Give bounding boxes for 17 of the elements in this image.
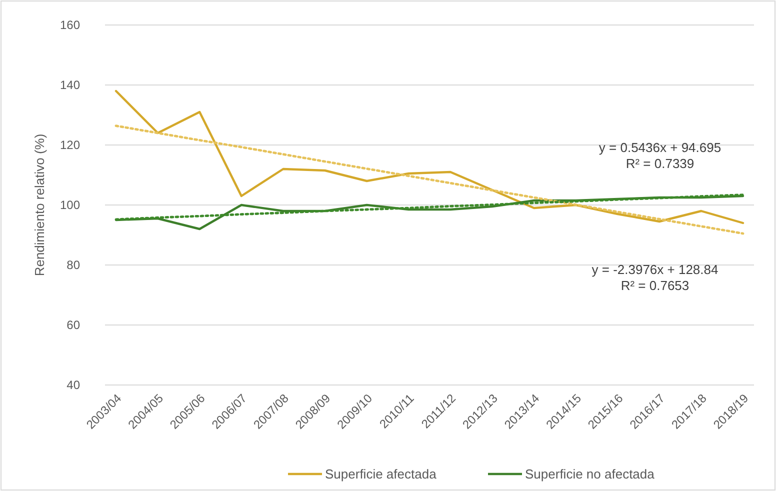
annotation: R² = 0.7339 xyxy=(626,156,694,171)
y-axis-title: Rendimiento relativo (%) xyxy=(32,134,47,276)
legend-label: Superficie afectada xyxy=(325,466,438,482)
y-tick-label: 40 xyxy=(66,378,80,392)
annotation: y = 0.5436x + 94.695 xyxy=(598,140,722,155)
y-tick-label: 120 xyxy=(60,138,80,152)
annotation: y = -2.3976x + 128.84 xyxy=(592,262,718,277)
annotation: R² = 0.7653 xyxy=(620,278,690,293)
line-series xyxy=(114,124,744,235)
legend-label: Superficie no afectada xyxy=(525,466,656,482)
y-tick-label: 140 xyxy=(60,78,80,92)
y-tick-label: 100 xyxy=(60,198,80,212)
line-series xyxy=(114,194,744,230)
y-tick-label: 80 xyxy=(66,258,80,272)
y-tick-label: 60 xyxy=(66,318,80,332)
y-tick-label: 160 xyxy=(60,18,80,32)
line-series xyxy=(114,90,744,224)
